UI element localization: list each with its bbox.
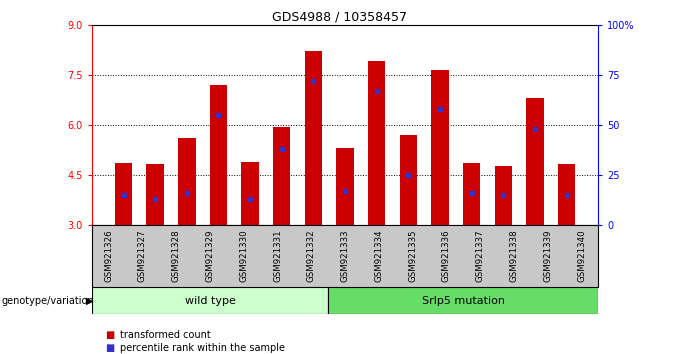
Text: GSM921332: GSM921332 xyxy=(307,230,316,282)
Bar xyxy=(146,164,164,225)
Bar xyxy=(273,127,290,225)
Text: GSM921338: GSM921338 xyxy=(509,230,518,282)
Text: ▶: ▶ xyxy=(86,296,94,306)
Text: GSM921340: GSM921340 xyxy=(577,230,586,282)
Bar xyxy=(328,287,598,314)
Text: GSM921329: GSM921329 xyxy=(205,230,214,282)
Text: wild type: wild type xyxy=(184,296,235,306)
Bar xyxy=(178,138,196,225)
Text: GSM921337: GSM921337 xyxy=(476,230,485,282)
Text: transformed count: transformed count xyxy=(120,330,211,339)
Bar xyxy=(305,51,322,225)
Bar xyxy=(241,162,259,225)
Bar xyxy=(526,98,544,225)
Text: GSM921335: GSM921335 xyxy=(408,230,417,282)
Text: percentile rank within the sample: percentile rank within the sample xyxy=(120,343,286,353)
Text: GSM921327: GSM921327 xyxy=(138,230,147,282)
Bar xyxy=(494,166,512,225)
Bar xyxy=(210,85,227,225)
Text: GSM921339: GSM921339 xyxy=(543,230,552,282)
Bar xyxy=(337,148,354,225)
Text: GSM921333: GSM921333 xyxy=(341,230,350,282)
Bar xyxy=(431,70,449,225)
Bar xyxy=(368,62,386,225)
Text: genotype/variation: genotype/variation xyxy=(1,296,94,306)
Text: GDS4988 / 10358457: GDS4988 / 10358457 xyxy=(273,11,407,24)
Text: GSM921326: GSM921326 xyxy=(104,230,113,282)
Text: GSM921330: GSM921330 xyxy=(239,230,248,282)
Bar xyxy=(463,163,480,225)
Text: ■: ■ xyxy=(105,330,115,339)
Bar xyxy=(400,135,417,225)
Text: GSM921334: GSM921334 xyxy=(375,230,384,282)
Bar xyxy=(558,164,575,225)
Bar xyxy=(92,287,328,314)
Bar xyxy=(115,163,132,225)
Text: ■: ■ xyxy=(105,343,115,353)
Text: GSM921328: GSM921328 xyxy=(172,230,181,282)
Text: Srlp5 mutation: Srlp5 mutation xyxy=(422,296,505,306)
Text: GSM921336: GSM921336 xyxy=(442,230,451,282)
Text: GSM921331: GSM921331 xyxy=(273,230,282,282)
